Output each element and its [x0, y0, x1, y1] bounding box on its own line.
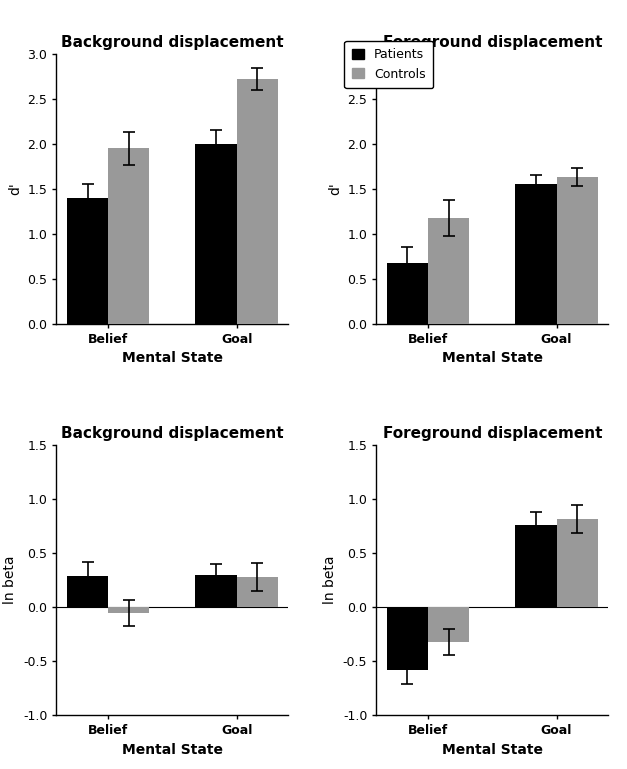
Bar	[196, 144, 236, 324]
Bar	[515, 185, 557, 324]
Bar	[515, 525, 557, 608]
X-axis label: Mental State: Mental State	[442, 743, 543, 757]
Title: Background displacement: Background displacement	[61, 426, 283, 441]
Bar	[557, 177, 598, 324]
Bar	[236, 577, 278, 608]
X-axis label: Mental State: Mental State	[122, 743, 223, 757]
Bar	[67, 198, 108, 324]
Title: Foreground displacement: Foreground displacement	[382, 426, 602, 441]
Bar	[108, 608, 149, 613]
Bar	[387, 608, 428, 670]
Bar	[428, 608, 469, 642]
Bar	[428, 218, 469, 324]
Bar	[557, 518, 598, 608]
Y-axis label: d': d'	[8, 182, 22, 195]
Legend: Patients, Controls: Patients, Controls	[344, 41, 433, 88]
Bar	[67, 576, 108, 608]
Title: Foreground displacement: Foreground displacement	[382, 35, 602, 50]
Title: Background displacement: Background displacement	[61, 35, 283, 50]
X-axis label: Mental State: Mental State	[122, 351, 223, 365]
Bar	[236, 79, 278, 324]
Bar	[196, 574, 236, 608]
Bar	[387, 264, 428, 324]
Bar	[108, 148, 149, 324]
Y-axis label: d': d'	[328, 182, 342, 195]
Y-axis label: ln beta: ln beta	[3, 556, 18, 604]
Y-axis label: ln beta: ln beta	[324, 556, 337, 604]
X-axis label: Mental State: Mental State	[442, 351, 543, 365]
